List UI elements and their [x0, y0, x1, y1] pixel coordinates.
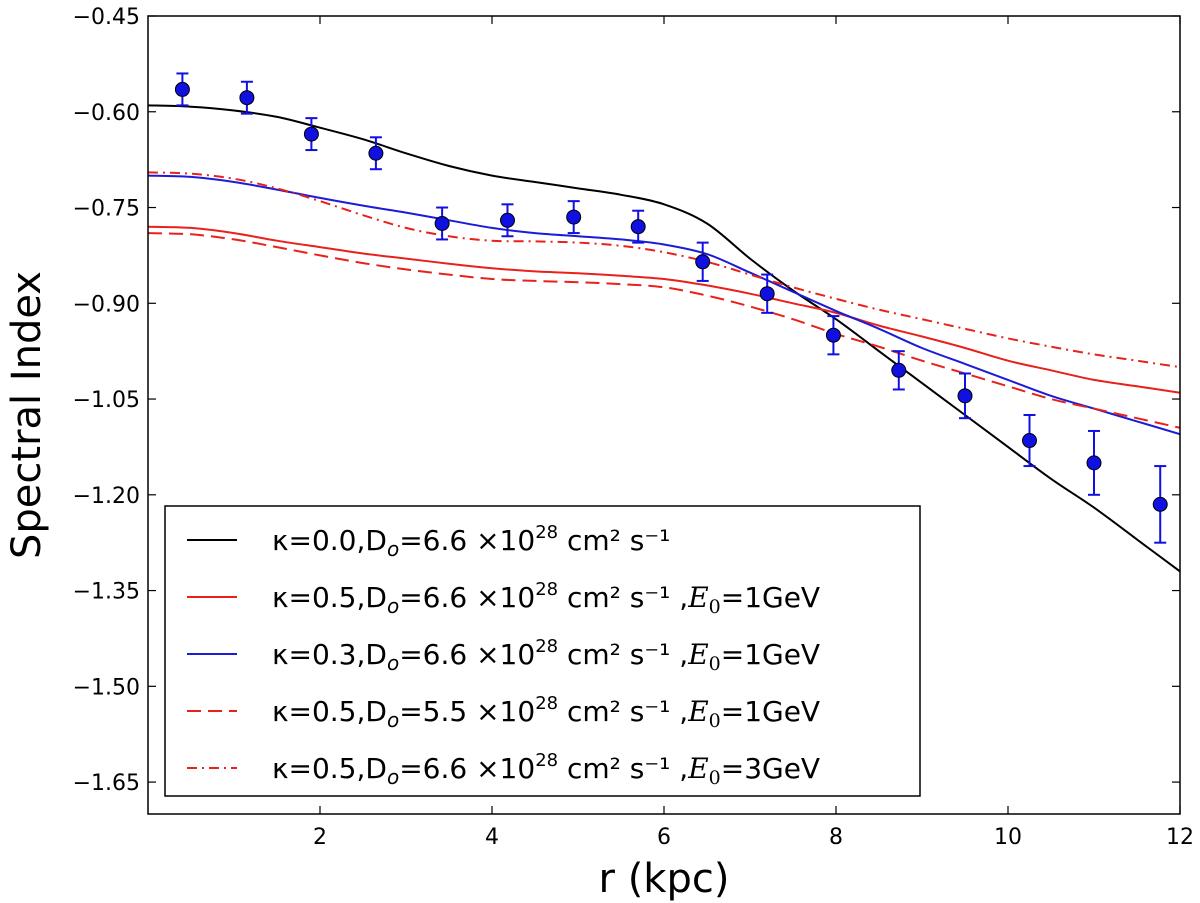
legend-entry: κ=0.5,Do=5.5 ×1028 cm² s⁻¹ ,E0=1GeV [187, 693, 820, 732]
legend-label: κ=0.5,Do=6.6 ×1028 cm² s⁻¹ ,E0=1GeV [272, 579, 820, 618]
data-point [759, 273, 775, 314]
y-tick-label: −1.65 [73, 771, 140, 796]
legend-label: κ=0.5,Do=6.6 ×1028 cm² s⁻¹ ,E0=3GeV [272, 750, 820, 789]
data-marker [368, 145, 384, 161]
data-marker [239, 90, 255, 106]
legend-box [164, 505, 921, 797]
data-point [368, 136, 384, 171]
data-point [891, 350, 907, 391]
legend-entry: κ=0.5,Do=6.6 ×1028 cm² s⁻¹ ,E0=3GeV [187, 750, 820, 789]
data-point [434, 206, 450, 241]
x-tick-label: 8 [829, 825, 843, 850]
data-marker [957, 388, 973, 404]
x-tick-label: 2 [313, 825, 327, 850]
data-marker [434, 215, 450, 231]
data-point [174, 72, 190, 107]
data-point [1152, 465, 1168, 544]
x-tick-label: 6 [657, 825, 671, 850]
data-marker [825, 327, 841, 343]
x-ticks: 2 4 6 8 10 12 [313, 16, 1194, 850]
data-marker [1152, 496, 1168, 512]
series-line-3 [148, 174, 1180, 436]
series-line-5 [148, 171, 1180, 369]
data-point [1086, 429, 1102, 496]
data-marker [1086, 455, 1102, 471]
x-tick-label: 12 [1166, 825, 1194, 850]
legend-entry: κ=0.5,Do=6.6 ×1028 cm² s⁻¹ ,E0=1GeV [187, 579, 820, 618]
legend-entry: κ=0.0,Do=6.6 ×1028 cm² s⁻¹ [187, 522, 670, 561]
x-tick-label: 10 [994, 825, 1022, 850]
data-marker [499, 212, 515, 228]
data-point [566, 200, 582, 235]
series-line-4 [148, 232, 1180, 429]
legend-label: κ=0.5,Do=5.5 ×1028 cm² s⁻¹ ,E0=1GeV [272, 693, 820, 732]
data-point [1022, 414, 1037, 468]
series-line-2 [148, 225, 1180, 394]
data-marker [695, 254, 711, 270]
data-marker [630, 219, 646, 235]
data-point [303, 117, 319, 152]
data-marker [174, 81, 190, 97]
data-marker [566, 209, 582, 225]
x-axis-label: r (kpc) [599, 856, 730, 902]
y-tick-label: −0.60 [73, 101, 140, 126]
legend-entry: κ=0.3,Do=6.6 ×1028 cm² s⁻¹ ,E0=1GeV [187, 636, 820, 675]
series-line-1 [148, 104, 1180, 573]
data-marker [303, 126, 319, 142]
data-point [499, 203, 515, 238]
y-tick-label: −1.50 [73, 675, 140, 700]
series-group [148, 104, 1180, 573]
x-tick-label: 4 [485, 825, 499, 850]
y-tick-label: −0.45 [73, 5, 140, 30]
y-tick-label: −0.90 [73, 292, 140, 317]
data-point [825, 315, 841, 356]
y-ticks: −0.45 −0.60 −0.75 −0.90 −1.05 −1.20 −1.35 −1.50… [73, 5, 1180, 796]
data-point [630, 209, 646, 244]
data-points-group [174, 72, 1168, 544]
y-tick-label: −1.20 [73, 484, 140, 509]
legend-label: κ=0.0,Do=6.6 ×1028 cm² s⁻¹ [272, 522, 670, 561]
legend-label: κ=0.3,Do=6.6 ×1028 cm² s⁻¹ ,E0=1GeV [272, 636, 820, 675]
data-marker [759, 286, 775, 302]
data-marker [891, 362, 907, 378]
y-axis-label: Spectral Index [4, 271, 50, 559]
y-tick-label: −1.05 [73, 388, 140, 413]
y-tick-label: −0.75 [73, 197, 140, 222]
legend: κ=0.0,Do=6.6 ×1028 cm² s⁻¹ κ=0.5,Do=6.6 ×… [164, 505, 921, 797]
data-point [239, 80, 255, 115]
data-point [957, 372, 973, 420]
data-point [695, 241, 711, 282]
y-tick-label: −1.35 [73, 580, 140, 605]
data-marker [1022, 433, 1037, 449]
